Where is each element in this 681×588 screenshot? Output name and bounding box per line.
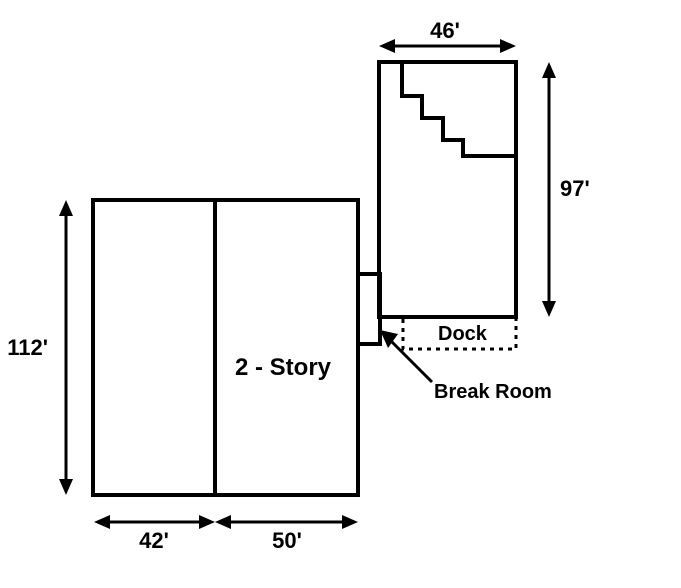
arrow-head — [199, 515, 215, 529]
dim-bottom-right-label: 50' — [272, 528, 302, 553]
dim-right-label: 97' — [560, 176, 590, 201]
break-room — [358, 274, 380, 344]
floor-plan-diagram: 2 - Story Dock Break Room 112' 42' 50' 46' 97' — [0, 0, 681, 588]
arrow-head — [94, 515, 110, 529]
arrow-head — [59, 200, 73, 216]
main-building — [93, 200, 358, 495]
arrow-head — [542, 301, 556, 317]
dock-label: Dock — [438, 323, 488, 345]
wing-building — [379, 62, 516, 317]
arrow-head — [542, 62, 556, 78]
arrow-head — [342, 515, 358, 529]
dim-top-label: 46' — [430, 18, 460, 43]
arrow-head — [59, 479, 73, 495]
main-building-label: 2 - Story — [235, 354, 332, 381]
wing-stair-line — [402, 62, 516, 156]
dim-left-label: 112' — [7, 335, 48, 360]
arrow-head — [379, 39, 395, 53]
dim-bottom-left-label: 42' — [139, 528, 169, 553]
arrow-head — [215, 515, 231, 529]
arrow-head — [500, 39, 516, 53]
break-room-label: Break Room — [434, 381, 552, 403]
